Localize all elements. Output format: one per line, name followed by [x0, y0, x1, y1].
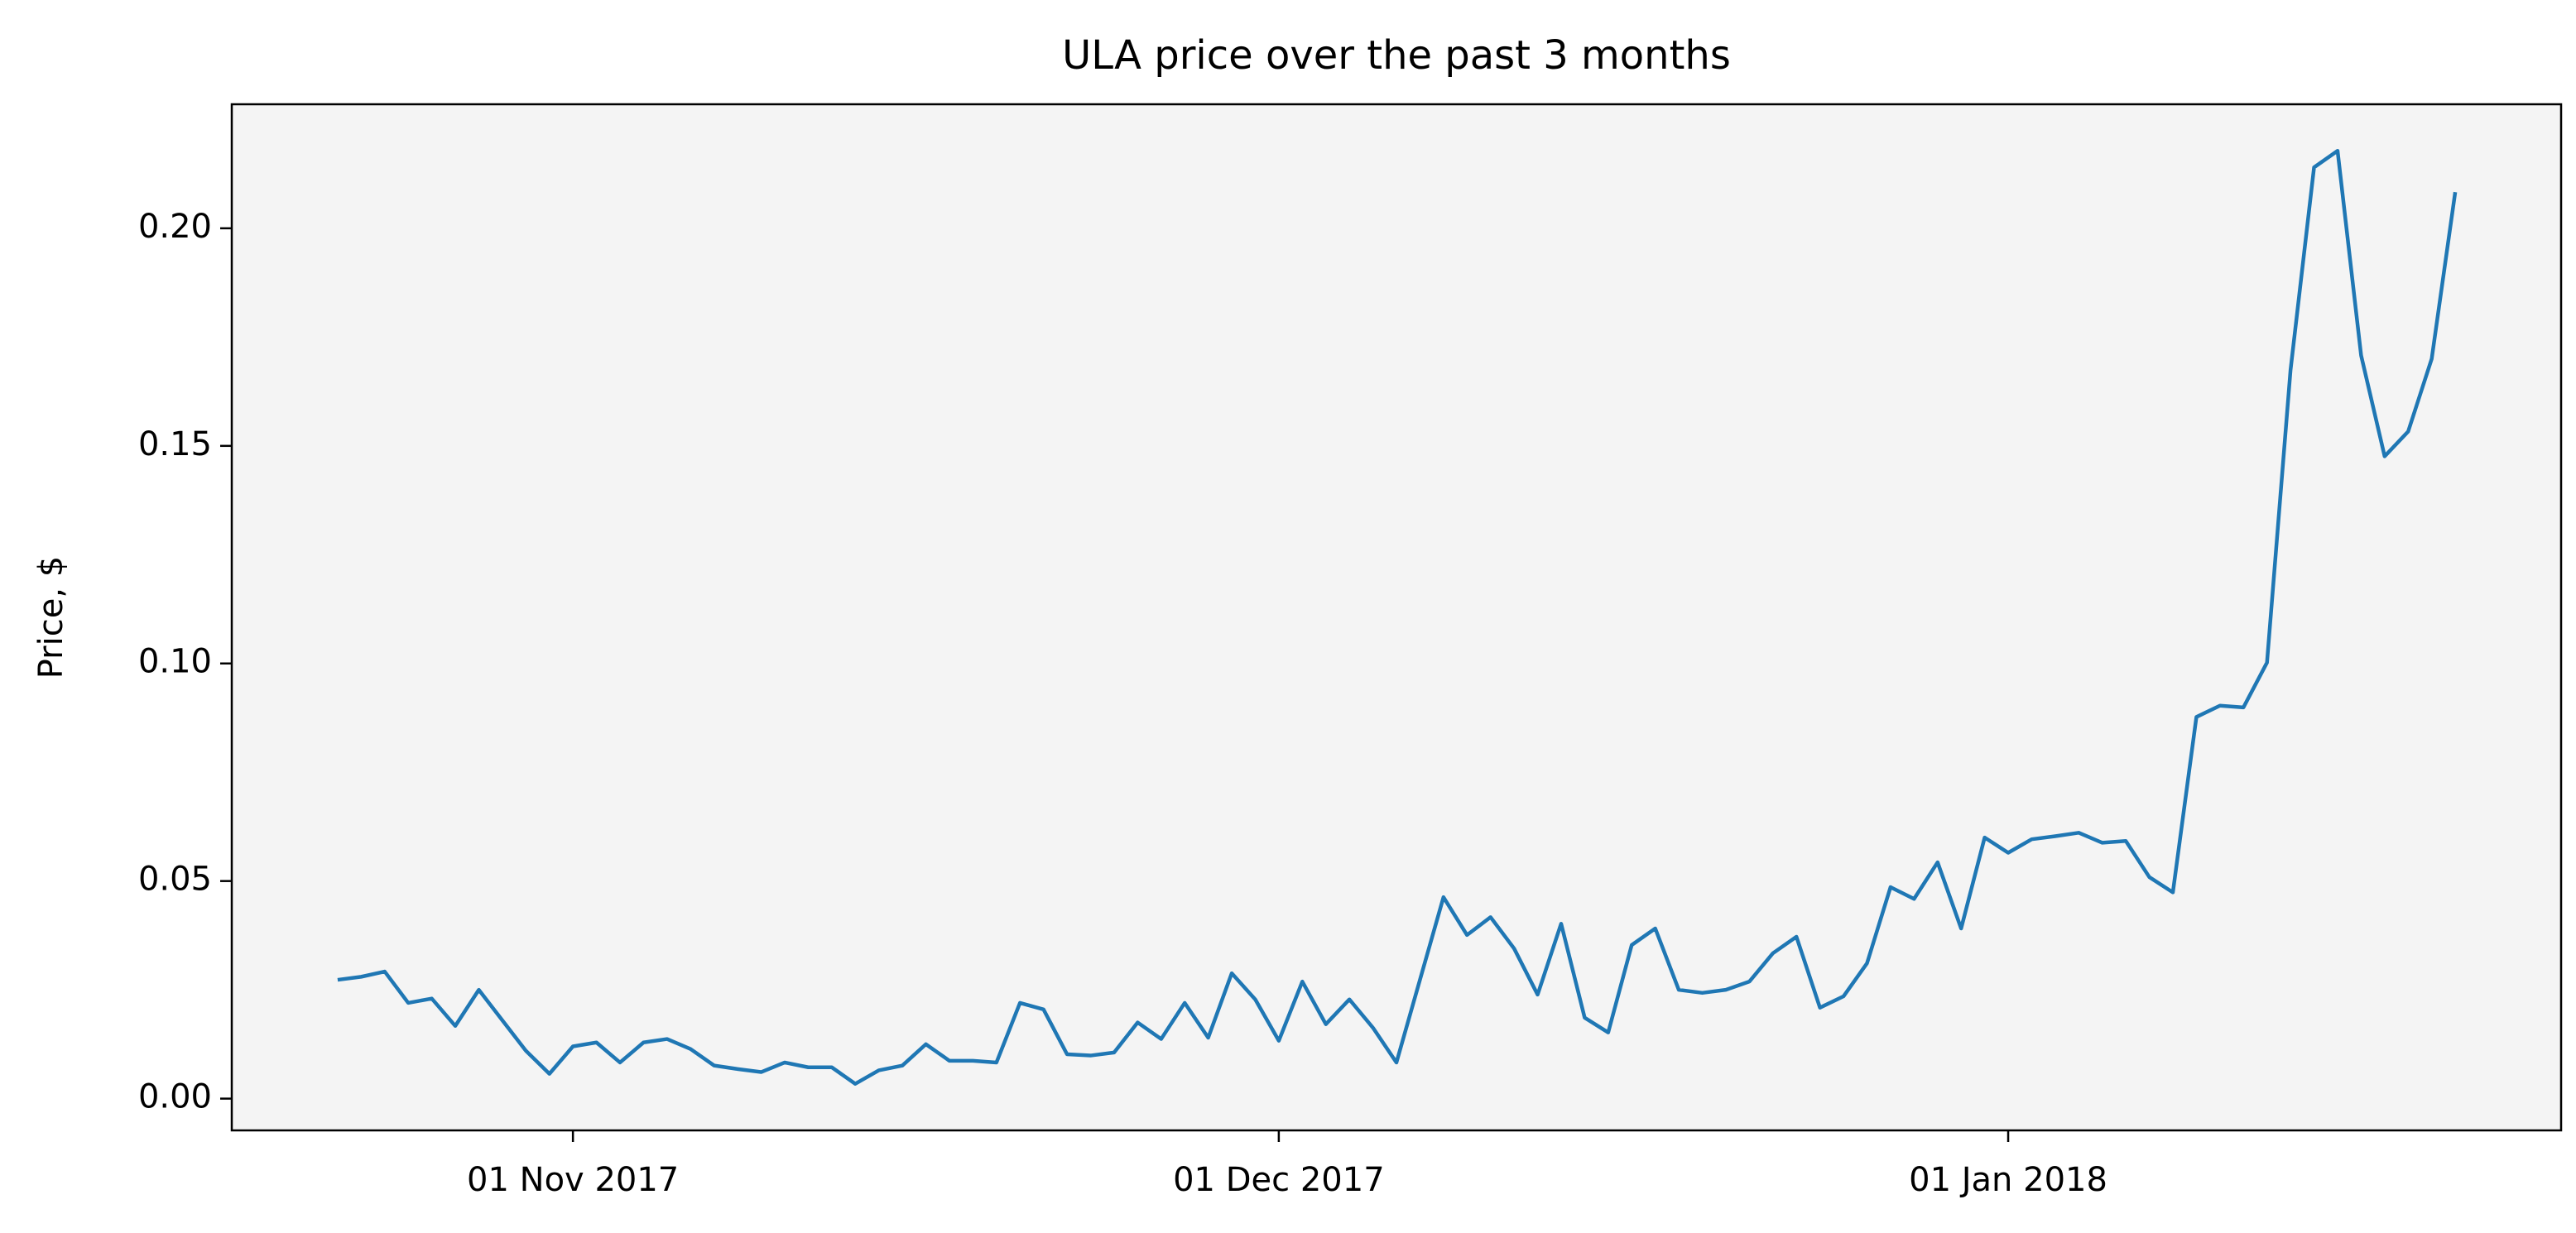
x-tick-label: 01 Nov 2017	[467, 1161, 679, 1199]
chart-title: ULA price over the past 3 months	[1062, 32, 1731, 79]
y-axis-label: Price, $	[32, 556, 70, 679]
y-tick-label: 0.00	[138, 1078, 212, 1116]
x-tick-label: 01 Dec 2017	[1173, 1161, 1385, 1199]
y-tick-label: 0.20	[138, 208, 212, 246]
y-tick-label: 0.05	[138, 861, 212, 899]
price-line	[337, 149, 2458, 1086]
plot-frame	[230, 103, 2563, 1132]
y-tick-label: 0.15	[138, 425, 212, 463]
x-tick-label: 01 Jan 2018	[1909, 1161, 2107, 1199]
plot-area	[232, 104, 2561, 1130]
y-tick-label: 0.10	[138, 643, 212, 681]
